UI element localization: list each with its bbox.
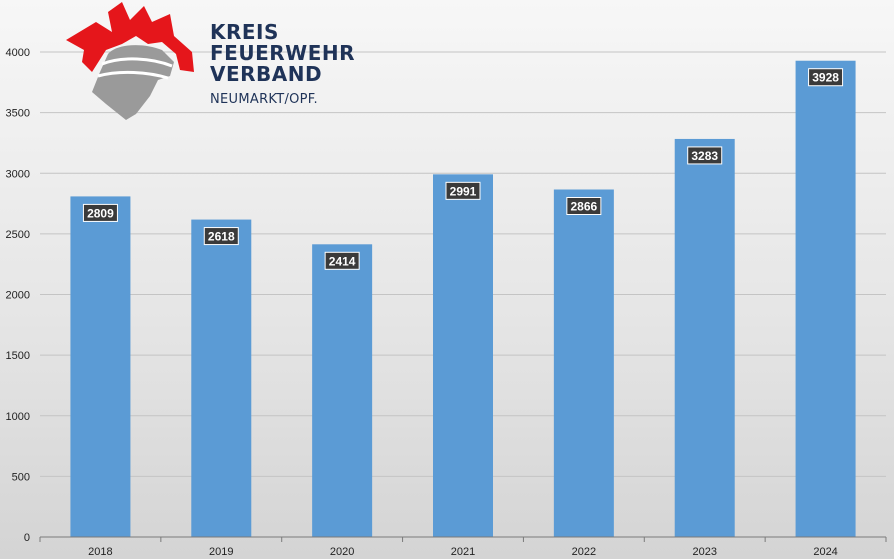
helmet-shape bbox=[92, 45, 174, 120]
data-label-box bbox=[203, 227, 239, 246]
y-tick-label: 0 bbox=[24, 532, 30, 544]
x-tick-label: 2023 bbox=[692, 546, 716, 558]
y-tick-label: 4000 bbox=[6, 47, 30, 59]
bars bbox=[70, 60, 856, 538]
data-label-2022: 2866 bbox=[566, 196, 602, 215]
y-tick-label: 500 bbox=[12, 471, 30, 483]
helmet-flame-emblem bbox=[66, 2, 194, 120]
x-axis-ticks: 2018 2019 2020 2021 2022 2023 2024 bbox=[88, 546, 838, 558]
kfv-logo: KREIS FEUERWEHR VERBAND NEUMARKT/OPF. bbox=[62, 0, 362, 125]
x-tick-label: 2022 bbox=[572, 546, 596, 558]
bar-2023 bbox=[674, 138, 735, 537]
x-axis bbox=[39, 536, 887, 542]
logo-line-verband: VERBAND bbox=[210, 62, 323, 86]
flame-outline bbox=[66, 2, 194, 72]
data-label-2021: 2991 bbox=[445, 181, 481, 200]
y-tick-label: 3000 bbox=[6, 168, 30, 180]
data-label-box bbox=[324, 251, 360, 270]
data-label-box bbox=[445, 181, 481, 200]
x-tick-label: 2024 bbox=[813, 546, 837, 558]
data-label-value: 2618 bbox=[208, 230, 235, 244]
data-label-value: 2414 bbox=[329, 254, 356, 268]
x-tick-label: 2019 bbox=[209, 546, 233, 558]
logo-subline: NEUMARKT/OPF. bbox=[210, 92, 318, 107]
data-label-value: 2809 bbox=[87, 206, 114, 220]
bar-2018 bbox=[70, 196, 131, 537]
data-label-2023: 3283 bbox=[687, 146, 723, 165]
data-label-box bbox=[808, 68, 844, 87]
data-label-2024: 3928 bbox=[808, 68, 844, 87]
logo-wordmark: KREIS FEUERWEHR VERBAND NEUMARKT/OPF. bbox=[210, 20, 355, 108]
helmet-band-lower bbox=[97, 70, 169, 80]
data-label-box bbox=[82, 203, 118, 222]
bar-2024 bbox=[795, 60, 856, 537]
data-label-2018: 2809 bbox=[82, 203, 118, 222]
data-label-value: 2866 bbox=[571, 199, 598, 213]
y-tick-label: 2500 bbox=[6, 229, 30, 241]
y-tick-label: 1500 bbox=[6, 350, 30, 362]
logo-line-kreis: KREIS bbox=[210, 20, 279, 44]
data-label-2019: 2618 bbox=[203, 227, 239, 246]
data-labels: 2809 2618 2414 2991 2866 3283 3928 bbox=[82, 68, 844, 270]
y-tick-label: 2000 bbox=[6, 290, 30, 302]
bar-2021 bbox=[433, 174, 493, 537]
y-tick-label: 1000 bbox=[6, 411, 30, 423]
data-label-value: 3928 bbox=[812, 71, 839, 85]
data-label-box bbox=[687, 146, 723, 165]
x-tick-label: 2021 bbox=[451, 546, 475, 558]
data-label-value: 2991 bbox=[450, 184, 477, 198]
bar-2020 bbox=[312, 244, 373, 538]
y-tick-label: 3500 bbox=[6, 108, 30, 120]
bar-2022 bbox=[553, 189, 614, 537]
helmet-band bbox=[101, 57, 173, 68]
y-axis-ticks: 0 500 1000 1500 2000 2500 3000 3500 4000 bbox=[6, 47, 30, 544]
data-label-2020: 2414 bbox=[324, 251, 360, 270]
x-tick-label: 2020 bbox=[330, 546, 354, 558]
data-label-value: 3283 bbox=[691, 149, 718, 163]
bar-2019 bbox=[191, 219, 252, 537]
data-label-box bbox=[566, 196, 602, 215]
x-tick-label: 2018 bbox=[88, 546, 112, 558]
logo-line-feuerwehr: FEUERWEHR bbox=[210, 41, 355, 65]
